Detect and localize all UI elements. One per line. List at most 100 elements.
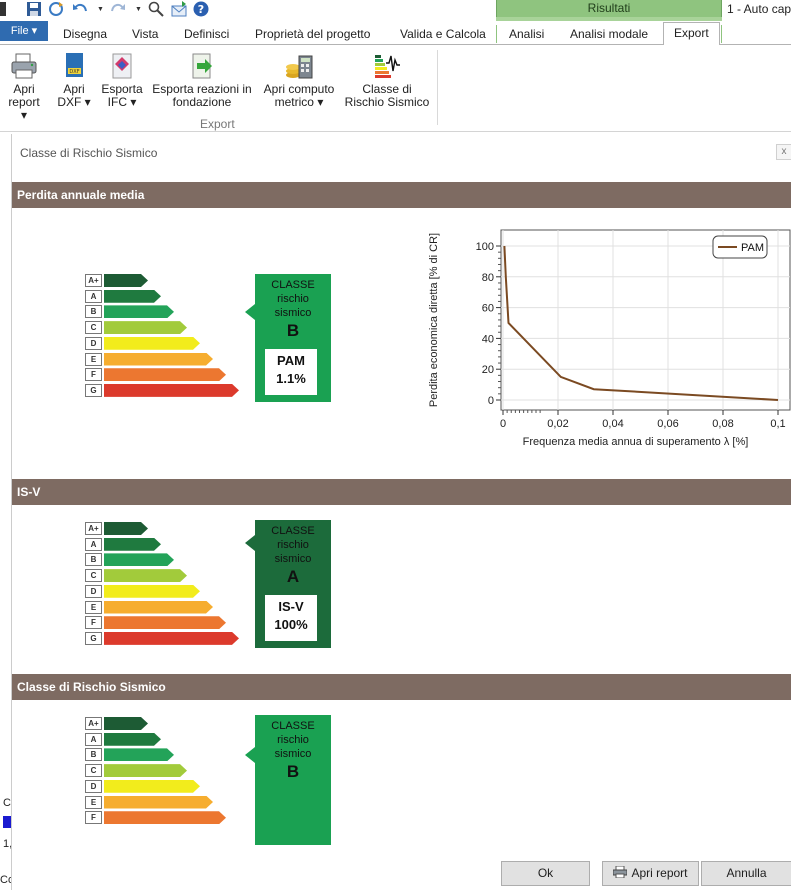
class-band-bar <box>104 368 226 381</box>
redo-dropdown-icon[interactable]: ▼ <box>135 6 142 13</box>
chart-legend: PAM <box>712 235 768 259</box>
bg-fragment-text-2: 1, <box>3 838 13 850</box>
class-title-crs: CLASSE <box>271 720 315 732</box>
class-band-bar <box>104 337 200 350</box>
y-tick-label: 40 <box>482 333 494 345</box>
class-band-bar <box>104 522 148 535</box>
ok-button[interactable]: Ok <box>501 861 590 886</box>
class-band-label: A <box>85 732 102 746</box>
class-band-label: D <box>85 779 102 793</box>
class-panel-crs: CLASSE rischio sismico B <box>255 715 331 845</box>
y-tick-label: 100 <box>476 241 494 253</box>
help-icon[interactable]: ? <box>193 1 209 17</box>
class-band-label: G <box>85 631 102 645</box>
app-icon[interactable] <box>0 1 16 17</box>
class-band-label: G <box>85 383 102 397</box>
open-report-button[interactable]: Apri report ▾ <box>4 51 44 122</box>
open-dxf-label-1: Apri <box>63 82 85 96</box>
ribbon-group-label-export: Export <box>200 117 235 131</box>
section-header-crs: Classe di Rischio Sismico <box>12 674 791 700</box>
x-axis-label: Frequenza media annua di superamento λ [… <box>523 436 749 448</box>
results-tab-label: Risultati <box>587 1 631 15</box>
undo-icon[interactable] <box>72 1 88 17</box>
cancel-button[interactable]: Annulla <box>701 861 791 886</box>
x-tick-label: 0,04 <box>602 418 623 430</box>
class-band-label: A <box>85 289 102 303</box>
undo-dropdown-icon[interactable]: ▼ <box>97 6 104 13</box>
class-band-label: A <box>85 537 102 551</box>
close-icon[interactable]: x <box>776 144 791 160</box>
tab-valida-calcola[interactable]: Valida e Calcola <box>400 27 486 41</box>
class-title-isv: CLASSE <box>271 525 315 537</box>
class-band-bar <box>104 305 174 318</box>
class-band-bar <box>104 601 213 614</box>
seismic-risk-class-button[interactable]: Classe di Rischio Sismico <box>344 51 430 109</box>
tab-vista[interactable]: Vista <box>132 27 159 41</box>
metric-label-pam: PAM <box>277 353 305 368</box>
class-sub2-isv: sismico <box>274 553 312 565</box>
open-dxf-button[interactable]: DXF Apri DXF ▾ <box>56 51 92 109</box>
file-menu-button[interactable]: File ▾ <box>0 21 48 41</box>
class-band-bar <box>104 290 161 303</box>
tab-export[interactable]: Export <box>663 22 720 46</box>
tab-analisi-modale[interactable]: Analisi modale <box>570 27 649 41</box>
coins-calculator-icon <box>286 55 313 79</box>
class-pointer-pam <box>245 304 255 320</box>
save-icon[interactable] <box>26 1 42 17</box>
ribbon-group-separator <box>437 50 438 125</box>
metric-value-isv: 100% <box>274 617 308 632</box>
chart-y-ticks: 0 20 40 60 80 100 <box>476 241 501 407</box>
tab-disegna[interactable]: Disegna <box>63 27 108 41</box>
refresh-icon[interactable] <box>48 1 64 17</box>
class-letter-crs: B <box>286 762 300 781</box>
class-band-label: B <box>85 748 102 762</box>
class-band-label: B <box>85 305 102 319</box>
results-context-strip <box>496 17 722 21</box>
export-foundation-reactions-button[interactable]: Esporta reazioni in fondazione <box>150 51 254 109</box>
dxf-file-icon: DXF <box>66 53 83 77</box>
bg-fragment-text-1: C <box>3 797 11 809</box>
tab-definisci[interactable]: Definisci <box>184 27 230 41</box>
class-band-bar <box>104 384 239 397</box>
results-context-tab[interactable]: Risultati <box>496 0 722 17</box>
bg-fragment-bar <box>3 816 11 828</box>
open-report-dialog-button[interactable]: Apri report <box>602 861 699 886</box>
x-tick-label: 0,06 <box>657 418 678 430</box>
class-band-label: C <box>85 569 102 583</box>
bg-fragment-text-3: Co <box>0 874 15 886</box>
redo-icon[interactable] <box>110 1 126 17</box>
export-ifc-label-1: Esporta <box>101 82 143 96</box>
class-band-label: D <box>85 584 102 598</box>
y-axis-label: Perdita economica diretta [% di CR] <box>428 233 440 407</box>
tab-analisi[interactable]: Analisi <box>509 27 545 41</box>
class-band-label: A+ <box>85 717 102 730</box>
tab-proprieta-progetto[interactable]: Proprietà del progetto <box>255 27 371 41</box>
y-tick-label: 80 <box>482 272 494 284</box>
class-sub1-pam: rischio <box>277 293 309 305</box>
class-pointer-isv <box>245 535 255 551</box>
open-report-label-2: report ▾ <box>8 95 40 122</box>
open-bill-of-quantities-button[interactable]: Apri computo metrico ▾ <box>259 51 339 109</box>
class-title-pam: CLASSE <box>271 279 315 291</box>
open-dxf-label-2: DXF ▾ <box>57 95 91 109</box>
search-icon[interactable] <box>148 1 164 17</box>
plot-area <box>500 229 791 411</box>
class-sub1-crs: rischio <box>277 734 309 746</box>
printer-icon <box>11 53 37 79</box>
class-band-bar <box>104 538 161 551</box>
open-report-label-1: Apri <box>13 82 35 96</box>
class-pointer-crs <box>245 747 255 763</box>
ribbon-tab-bar <box>0 21 791 45</box>
mail-export-icon[interactable] <box>171 1 187 17</box>
class-panel-isv: CLASSE rischio sismico A IS-V 100% <box>255 520 331 648</box>
class-band-bar <box>104 569 187 582</box>
legend-label-pam: PAM <box>741 242 764 254</box>
class-band-bar <box>104 553 174 566</box>
export-ifc-button[interactable]: Esporta IFC ▾ <box>100 51 144 109</box>
class-band-bar <box>104 780 200 793</box>
class-band-bar <box>104 616 226 629</box>
pam-chart-svg: 0 20 40 60 80 100 0 0,02 0,04 0,06 0,08 0,1 PAM Pe… <box>428 229 791 448</box>
series-line-pam <box>503 245 779 401</box>
class-band-label: E <box>85 795 102 809</box>
class-panel-pam: CLASSE rischio sismico B PAM 1.1% <box>255 274 331 402</box>
